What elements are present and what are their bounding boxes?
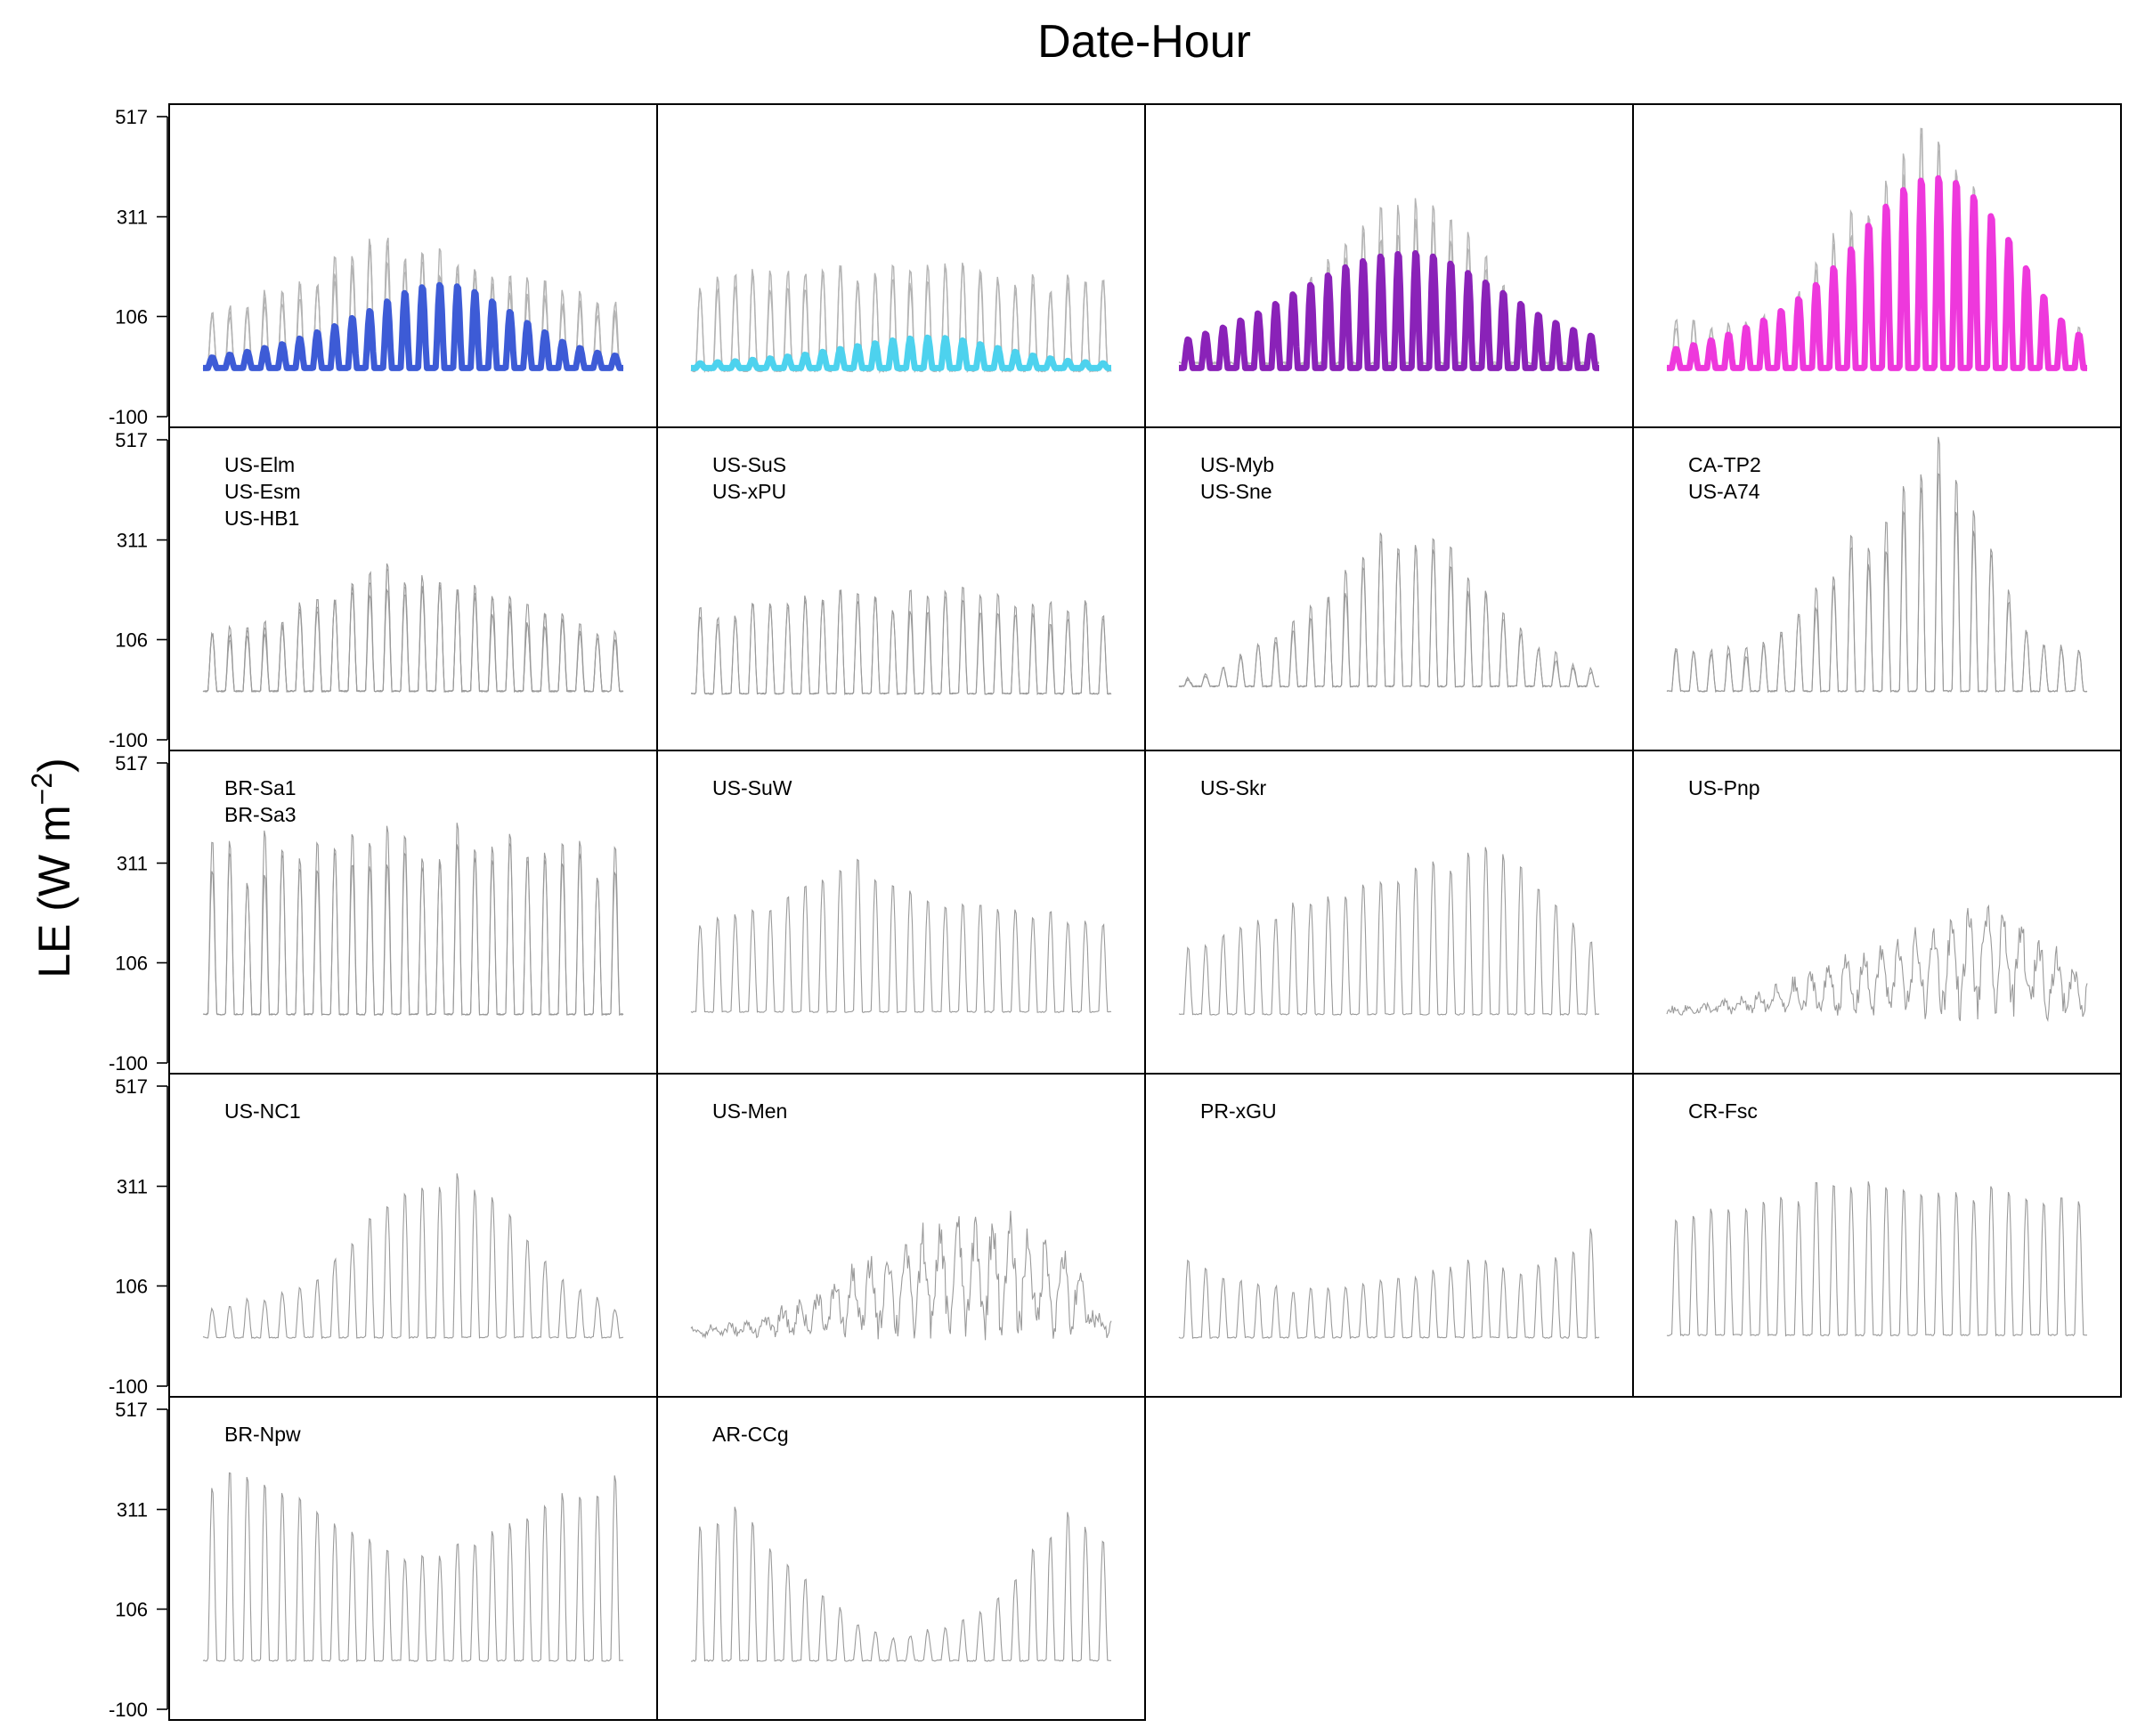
summary-raw-line — [1178, 207, 1600, 366]
y-tick-label-row-3-0: 517 — [115, 1075, 148, 1098]
site-series-line — [1178, 1228, 1600, 1340]
site-label: US-Men — [712, 1099, 787, 1123]
y-tick-label-row-2-3: -100 — [109, 1052, 148, 1075]
y-tick-label-row-2-0: 517 — [115, 752, 148, 775]
y-axis-title-exponent: −2 — [26, 773, 58, 805]
site-series-line — [1666, 473, 2088, 694]
site-series-line — [202, 1172, 624, 1340]
y-tick-label-row-3-1: 311 — [117, 1176, 148, 1198]
site-series-line — [202, 1472, 624, 1663]
panel-frame-15 — [1632, 1073, 2122, 1398]
site-panel-0: US-Elm US-Esm US-HB1 — [202, 453, 624, 694]
site-label: BR-Sa1 — [224, 776, 297, 799]
site-panel-13: AR-CCg — [690, 1423, 1111, 1663]
summary-panel-0 — [200, 238, 626, 371]
site-label: US-NC1 — [224, 1099, 301, 1123]
summary-mean-line-3 — [1664, 174, 2090, 371]
y-tick-label-row-4-2: 106 — [115, 1598, 148, 1620]
site-panel-8: US-NC1 — [202, 1099, 624, 1340]
site-label: US-SuS — [712, 453, 786, 476]
chart-title: Date-Hour — [1037, 16, 1251, 68]
site-panel-9: US-Men — [690, 1099, 1112, 1341]
site-label: US-Skr — [1200, 776, 1266, 799]
y-axis-title: LE (W m−2) — [26, 758, 79, 978]
summary-mean-line-1 — [688, 334, 1114, 371]
site-series-line — [1666, 904, 2088, 1022]
y-tick-label-row-0-0: 517 — [115, 106, 148, 128]
summary-mean-line-2 — [1176, 250, 1602, 371]
site-panel-3: CA-TP2 US-A74 — [1666, 436, 2088, 694]
site-label: US-xPU — [712, 480, 786, 503]
y-axis-title-close: ) — [29, 758, 79, 773]
site-label: BR-Sa3 — [224, 803, 297, 826]
y-tick-label-row-3-3: -100 — [109, 1375, 148, 1398]
y-tick-label-row-2-1: 311 — [117, 853, 148, 875]
site-panel-1: US-SuS US-xPU — [690, 453, 1112, 696]
y-tick-label-row-4-1: 311 — [117, 1499, 148, 1521]
summary-panel-3 — [1664, 127, 2090, 371]
summary-panel-2 — [1176, 198, 1602, 371]
y-tick-label-row-1-2: 106 — [115, 629, 148, 651]
site-panel-6: US-Skr — [1178, 776, 1600, 1017]
site-panel-12: BR-Npw — [202, 1423, 624, 1663]
site-label: CR-Fsc — [1688, 1099, 1758, 1123]
y-tick-label-row-3-2: 106 — [115, 1275, 148, 1297]
site-label: US-Elm — [224, 453, 295, 476]
site-panel-10: PR-xGU — [1178, 1099, 1600, 1340]
site-label: US-A74 — [1688, 480, 1760, 503]
site-label: US-Esm — [224, 480, 301, 503]
site-series-line — [690, 1210, 1112, 1341]
y-tick-label-row-4-0: 517 — [115, 1399, 148, 1421]
y-tick-label-row-1-3: -100 — [109, 729, 148, 751]
site-series-line — [690, 586, 1112, 695]
site-panel-7: US-Pnp — [1666, 776, 2088, 1022]
y-tick-label-row-2-2: 106 — [115, 952, 148, 974]
site-label: US-Myb — [1200, 453, 1274, 476]
panels: US-Elm US-Esm US-HB1 US-SuS US-xPU US-Myb US-S… — [109, 103, 2122, 1721]
site-label: US-Pnp — [1688, 776, 1760, 799]
summary-panel-1 — [688, 262, 1114, 374]
site-label: CA-TP2 — [1688, 453, 1761, 476]
site-series-line — [690, 858, 1112, 1014]
y-tick-label-row-1-0: 517 — [115, 429, 148, 451]
summary-mean-line-0 — [200, 281, 626, 371]
panel-frame-17 — [656, 1396, 1146, 1721]
site-label: PR-xGU — [1200, 1099, 1277, 1123]
site-series-line — [1178, 532, 1600, 688]
site-series-line — [1178, 847, 1600, 1017]
site-label: US-SuW — [712, 776, 792, 799]
site-series-line — [1666, 1181, 2087, 1337]
y-tick-label-row-0-1: 311 — [117, 207, 148, 229]
site-series-line — [202, 582, 624, 694]
site-panel-4: BR-Sa1 BR-Sa3 — [202, 776, 624, 1016]
site-series-line — [690, 1506, 1111, 1663]
site-label: BR-Npw — [224, 1423, 301, 1446]
y-tick-label-row-0-3: -100 — [109, 406, 148, 428]
site-label: AR-CCg — [712, 1423, 789, 1446]
site-panel-11: CR-Fsc — [1666, 1099, 2087, 1337]
y-tick-label-row-1-1: 311 — [117, 530, 148, 552]
y-axis-title-text: LE (W m — [29, 805, 79, 978]
y-tick-label-row-4-3: -100 — [109, 1699, 148, 1721]
y-tick-label-row-0-2: 106 — [115, 305, 148, 328]
site-series-line — [202, 823, 624, 1016]
site-label: US-HB1 — [224, 507, 299, 530]
site-panel-2: US-Myb US-Sne — [1178, 453, 1600, 688]
site-panel-5: US-SuW — [690, 776, 1112, 1014]
site-label: US-Sne — [1200, 480, 1272, 503]
